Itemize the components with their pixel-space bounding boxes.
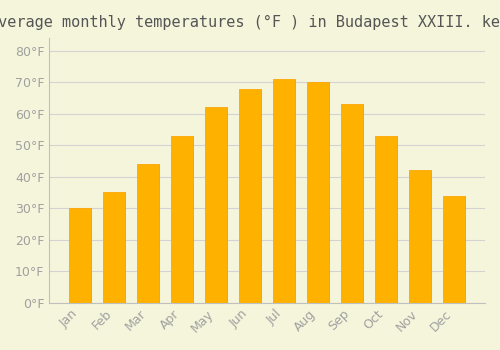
Bar	[171, 136, 193, 303]
Bar	[375, 136, 397, 303]
Title: Average monthly temperatures (°F ) in Budapest XXIII. kerület: Average monthly temperatures (°F ) in Bu…	[0, 15, 500, 30]
Bar	[239, 89, 261, 303]
Bar	[307, 82, 329, 303]
Bar	[137, 164, 159, 303]
Bar	[341, 104, 363, 303]
Bar	[273, 79, 295, 303]
Bar	[409, 170, 431, 303]
Bar	[443, 196, 465, 303]
Bar	[239, 89, 261, 303]
Bar	[443, 196, 465, 303]
Bar	[409, 170, 431, 303]
Bar	[103, 193, 126, 303]
Bar	[69, 208, 92, 303]
Bar	[205, 107, 227, 303]
Bar	[375, 136, 397, 303]
Bar	[273, 79, 295, 303]
Bar	[69, 208, 92, 303]
Bar	[137, 164, 159, 303]
Bar	[205, 107, 227, 303]
Bar	[341, 104, 363, 303]
Bar	[171, 136, 193, 303]
Bar	[307, 82, 329, 303]
Bar	[103, 193, 126, 303]
